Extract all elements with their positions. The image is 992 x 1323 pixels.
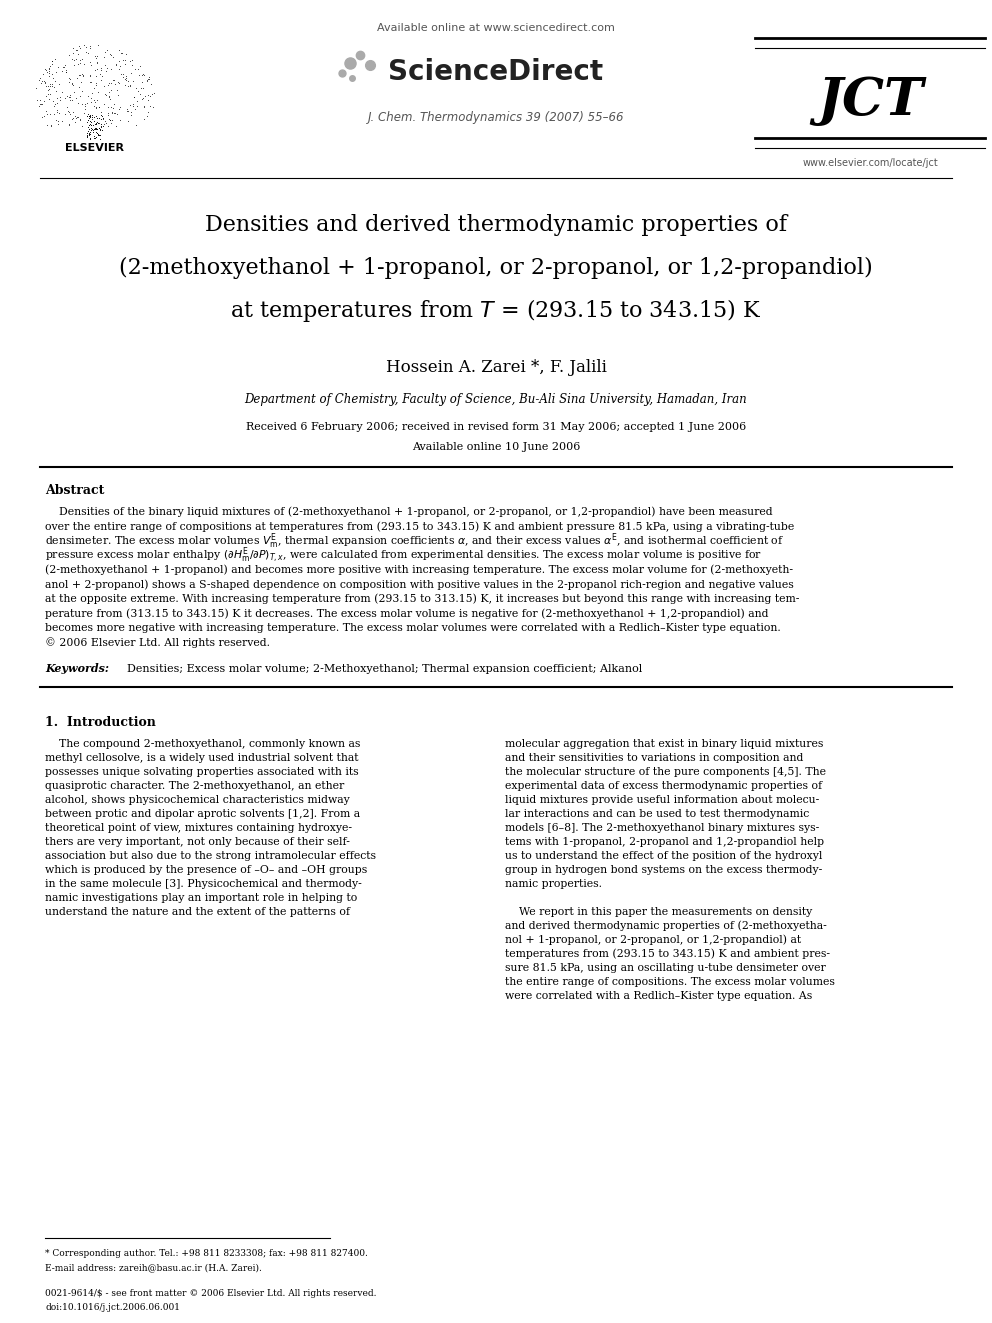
- Text: us to understand the effect of the position of the hydroxyl: us to understand the effect of the posit…: [505, 851, 822, 861]
- Text: were correlated with a Redlich–Kister type equation. As: were correlated with a Redlich–Kister ty…: [505, 991, 812, 1002]
- Text: 1.  Introduction: 1. Introduction: [45, 716, 156, 729]
- Text: www.elsevier.com/locate/jct: www.elsevier.com/locate/jct: [803, 157, 937, 168]
- Text: alcohol, shows physicochemical characteristics midway: alcohol, shows physicochemical character…: [45, 795, 350, 804]
- Text: © 2006 Elsevier Ltd. All rights reserved.: © 2006 Elsevier Ltd. All rights reserved…: [45, 638, 270, 648]
- Text: Available online 10 June 2006: Available online 10 June 2006: [412, 442, 580, 452]
- Text: between protic and dipolar aprotic solvents [1,2]. From a: between protic and dipolar aprotic solve…: [45, 808, 360, 819]
- Text: Densities; Excess molar volume; 2-Methoxyethanol; Thermal expansion coefficient;: Densities; Excess molar volume; 2-Methox…: [120, 664, 642, 673]
- Text: * Corresponding author. Tel.: +98 811 8233308; fax: +98 811 827400.: * Corresponding author. Tel.: +98 811 82…: [45, 1249, 368, 1258]
- Text: perature from (313.15 to 343.15) K it decreases. The excess molar volume is nega: perature from (313.15 to 343.15) K it de…: [45, 609, 769, 619]
- Text: possesses unique solvating properties associated with its: possesses unique solvating properties as…: [45, 767, 359, 777]
- Text: quasiprotic character. The 2-methoxyethanol, an ether: quasiprotic character. The 2-methoxyetha…: [45, 781, 344, 791]
- Text: tems with 1-propanol, 2-propanol and 1,2-propandiol help: tems with 1-propanol, 2-propanol and 1,2…: [505, 837, 824, 847]
- Text: (2-methoxyethanol + 1-propanol) and becomes more positive with increasing temper: (2-methoxyethanol + 1-propanol) and beco…: [45, 565, 793, 576]
- Text: Department of Chemistry, Faculty of Science, Bu-Ali Sina University, Hamadan, Ir: Department of Chemistry, Faculty of Scie…: [245, 393, 747, 406]
- Text: Densities and derived thermodynamic properties of: Densities and derived thermodynamic prop…: [205, 214, 787, 235]
- Text: nol + 1-propanol, or 2-propanol, or 1,2-propandiol) at: nol + 1-propanol, or 2-propanol, or 1,2-…: [505, 935, 802, 945]
- Text: pressure excess molar enthalpy $(\partial H^{\mathrm{E}}_{\mathrm{m}}/\partial P: pressure excess molar enthalpy $(\partia…: [45, 545, 762, 565]
- Text: namic properties.: namic properties.: [505, 878, 602, 889]
- Text: and derived thermodynamic properties of (2-methoxyetha-: and derived thermodynamic properties of …: [505, 921, 826, 931]
- Text: E-mail address: zareih@basu.ac.ir (H.A. Zarei).: E-mail address: zareih@basu.ac.ir (H.A. …: [45, 1263, 262, 1273]
- Text: (2-methoxyethanol + 1-propanol, or 2-propanol, or 1,2-propandiol): (2-methoxyethanol + 1-propanol, or 2-pro…: [119, 257, 873, 279]
- Text: the molecular structure of the pure components [4,5]. The: the molecular structure of the pure comp…: [505, 767, 826, 777]
- Text: ScienceDirect: ScienceDirect: [389, 58, 603, 86]
- Text: sure 81.5 kPa, using an oscillating u-tube densimeter over: sure 81.5 kPa, using an oscillating u-tu…: [505, 963, 825, 972]
- Text: temperatures from (293.15 to 343.15) K and ambient pres-: temperatures from (293.15 to 343.15) K a…: [505, 949, 830, 959]
- Text: in the same molecule [3]. Physicochemical and thermody-: in the same molecule [3]. Physicochemica…: [45, 878, 362, 889]
- Text: at temperatures from $T$ = (293.15 to 343.15) K: at temperatures from $T$ = (293.15 to 34…: [230, 298, 762, 324]
- Text: We report in this paper the measurements on density: We report in this paper the measurements…: [505, 908, 812, 917]
- Text: namic investigations play an important role in helping to: namic investigations play an important r…: [45, 893, 357, 904]
- Text: and their sensitivities to variations in composition and: and their sensitivities to variations in…: [505, 753, 804, 763]
- Text: Abstract: Abstract: [45, 483, 104, 496]
- Text: becomes more negative with increasing temperature. The excess molar volumes were: becomes more negative with increasing te…: [45, 623, 781, 632]
- Text: ELSEVIER: ELSEVIER: [65, 143, 125, 153]
- Text: J. Chem. Thermodynamics 39 (2007) 55–66: J. Chem. Thermodynamics 39 (2007) 55–66: [368, 111, 624, 124]
- Text: Hossein A. Zarei *, F. Jalili: Hossein A. Zarei *, F. Jalili: [386, 360, 606, 377]
- Text: 0021-9614/$ - see front matter © 2006 Elsevier Ltd. All rights reserved.: 0021-9614/$ - see front matter © 2006 El…: [45, 1289, 377, 1298]
- Text: models [6–8]. The 2-methoxyethanol binary mixtures sys-: models [6–8]. The 2-methoxyethanol binar…: [505, 823, 819, 833]
- Text: JCT: JCT: [816, 74, 924, 126]
- Text: at the opposite extreme. With increasing temperature from (293.15 to 313.15) K, : at the opposite extreme. With increasing…: [45, 594, 800, 605]
- Text: the entire range of compositions. The excess molar volumes: the entire range of compositions. The ex…: [505, 976, 835, 987]
- Text: The compound 2-methoxyethanol, commonly known as: The compound 2-methoxyethanol, commonly …: [45, 740, 360, 749]
- Text: understand the nature and the extent of the patterns of: understand the nature and the extent of …: [45, 908, 350, 917]
- Text: thers are very important, not only because of their self-: thers are very important, not only becau…: [45, 837, 350, 847]
- Text: Available online at www.sciencedirect.com: Available online at www.sciencedirect.co…: [377, 22, 615, 33]
- Text: molecular aggregation that exist in binary liquid mixtures: molecular aggregation that exist in bina…: [505, 740, 823, 749]
- Text: Received 6 February 2006; received in revised form 31 May 2006; accepted 1 June : Received 6 February 2006; received in re…: [246, 422, 746, 433]
- Text: methyl cellosolve, is a widely used industrial solvent that: methyl cellosolve, is a widely used indu…: [45, 753, 358, 763]
- Text: over the entire range of compositions at temperatures from (293.15 to 343.15) K : over the entire range of compositions at…: [45, 521, 795, 532]
- Text: experimental data of excess thermodynamic properties of: experimental data of excess thermodynami…: [505, 781, 822, 791]
- Text: Keywords:: Keywords:: [45, 664, 109, 675]
- Text: densimeter. The excess molar volumes $V^{\mathrm{E}}_{\mathrm{m}}$, thermal expa: densimeter. The excess molar volumes $V^…: [45, 532, 785, 550]
- Text: anol + 2-propanol) shows a S-shaped dependence on composition with positive valu: anol + 2-propanol) shows a S-shaped depe…: [45, 579, 794, 590]
- Text: theoretical point of view, mixtures containing hydroxye-: theoretical point of view, mixtures cont…: [45, 823, 352, 833]
- Text: which is produced by the presence of –O– and –OH groups: which is produced by the presence of –O–…: [45, 865, 367, 875]
- Text: association but also due to the strong intramolecular effects: association but also due to the strong i…: [45, 851, 376, 861]
- Text: liquid mixtures provide useful information about molecu-: liquid mixtures provide useful informati…: [505, 795, 819, 804]
- Text: Densities of the binary liquid mixtures of (2-methoxyethanol + 1-propanol, or 2-: Densities of the binary liquid mixtures …: [45, 507, 773, 517]
- Text: doi:10.1016/j.jct.2006.06.001: doi:10.1016/j.jct.2006.06.001: [45, 1303, 180, 1312]
- Text: group in hydrogen bond systems on the excess thermody-: group in hydrogen bond systems on the ex…: [505, 865, 822, 875]
- Text: lar interactions and can be used to test thermodynamic: lar interactions and can be used to test…: [505, 808, 809, 819]
